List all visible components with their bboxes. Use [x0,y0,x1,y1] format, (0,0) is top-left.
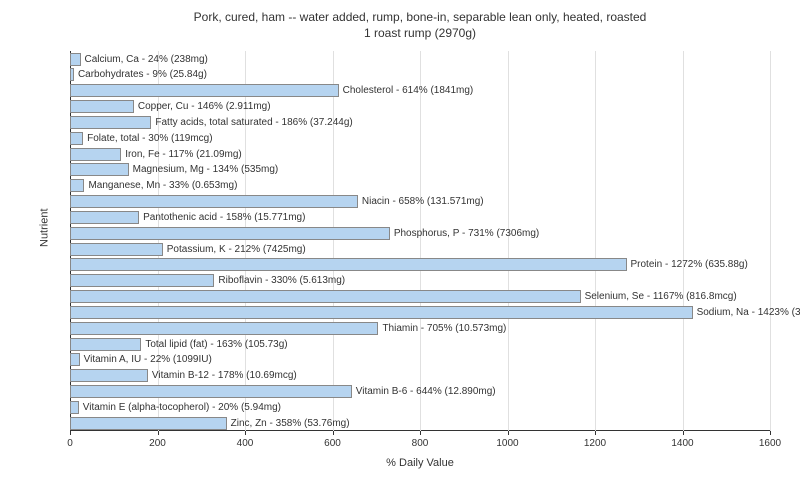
x-tick-label: 1400 [671,438,693,449]
bar-label: Vitamin B-12 - 178% (10.69mcg) [148,369,297,382]
bar [70,369,148,382]
bar-label: Potassium, K - 212% (7425mg) [163,243,306,256]
bar-label: Calcium, Ca - 24% (238mg) [81,53,208,66]
x-tick-label: 1600 [759,438,781,449]
bar [70,195,358,208]
bar [70,163,129,176]
bar [70,401,79,414]
bar [70,274,214,287]
chart-title-line1: Pork, cured, ham -- water added, rump, b… [60,10,780,26]
x-tick-mark [683,431,684,435]
bar [70,132,83,145]
x-axis-label: % Daily Value [386,457,454,469]
bar [70,417,227,430]
x-tick-label: 1200 [584,438,606,449]
bar-label: Total lipid (fat) - 163% (105.73g) [141,338,287,351]
x-tick-label: 800 [412,438,429,449]
bar-label: Fatty acids, total saturated - 186% (37.… [151,116,352,129]
bar-label: Pantothenic acid - 158% (15.771mg) [139,211,305,224]
bar [70,290,581,303]
bar [70,306,693,319]
bar-label: Sodium, Na - 1423% (34155mg) [693,306,800,319]
bar-label: Iron, Fe - 117% (21.09mg) [121,148,242,161]
bar [70,353,80,366]
bar [70,258,627,271]
bar-label: Vitamin A, IU - 22% (1099IU) [80,353,212,366]
bar-label: Thiamin - 705% (10.573mg) [378,322,506,335]
bars-container: Calcium, Ca - 24% (238mg) Carbohydrates -… [70,51,770,431]
bar-label: Phosphorus, P - 731% (7306mg) [390,227,539,240]
bar-label: Selenium, Se - 1167% (816.8mcg) [581,290,737,303]
bar-label: Zinc, Zn - 358% (53.76mg) [227,417,350,430]
bar-label: Carbohydrates - 9% (25.84g) [74,68,207,81]
bar [70,322,378,335]
y-axis-label: Nutrient [38,209,50,248]
bar [70,179,84,192]
x-tick-mark [595,431,596,435]
chart-title-line2: 1 roast rump (2970g) [60,26,780,42]
bar-label: Protein - 1272% (635.88g) [627,258,748,271]
x-tick-label: 1000 [496,438,518,449]
bar [70,211,139,224]
x-tick-label: 400 [237,438,254,449]
bar [70,100,134,113]
bar [70,338,141,351]
bar-label: Cholesterol - 614% (1841mg) [339,84,474,97]
x-tick-mark [70,431,71,435]
bar-label: Vitamin E (alpha-tocopherol) - 20% (5.94… [79,401,281,414]
bar-label: Copper, Cu - 146% (2.911mg) [134,100,271,113]
bar [70,227,390,240]
bar [70,84,339,97]
plot-area: Nutrient % Daily Value 02004006008001000… [70,51,770,431]
gridline [770,51,771,431]
bar [70,385,352,398]
bar [70,116,151,129]
x-tick-label: 0 [67,438,73,449]
x-tick-label: 200 [149,438,166,449]
nutrient-chart: Pork, cured, ham -- water added, rump, b… [0,0,800,500]
x-tick-mark [158,431,159,435]
x-tick-mark [770,431,771,435]
bar-label: Folate, total - 30% (119mcg) [83,132,212,145]
bar-label: Niacin - 658% (131.571mg) [358,195,484,208]
x-tick-mark [420,431,421,435]
bar-label: Manganese, Mn - 33% (0.653mg) [84,179,237,192]
x-tick-mark [245,431,246,435]
x-tick-mark [508,431,509,435]
bar-label: Vitamin B-6 - 644% (12.890mg) [352,385,496,398]
x-tick-label: 600 [324,438,341,449]
bar-label: Magnesium, Mg - 134% (535mg) [129,163,279,176]
bar [70,53,81,66]
bar [70,148,121,161]
x-tick-mark [333,431,334,435]
chart-title: Pork, cured, ham -- water added, rump, b… [60,10,780,41]
bar-label: Riboflavin - 330% (5.613mg) [214,274,345,287]
bar [70,243,163,256]
